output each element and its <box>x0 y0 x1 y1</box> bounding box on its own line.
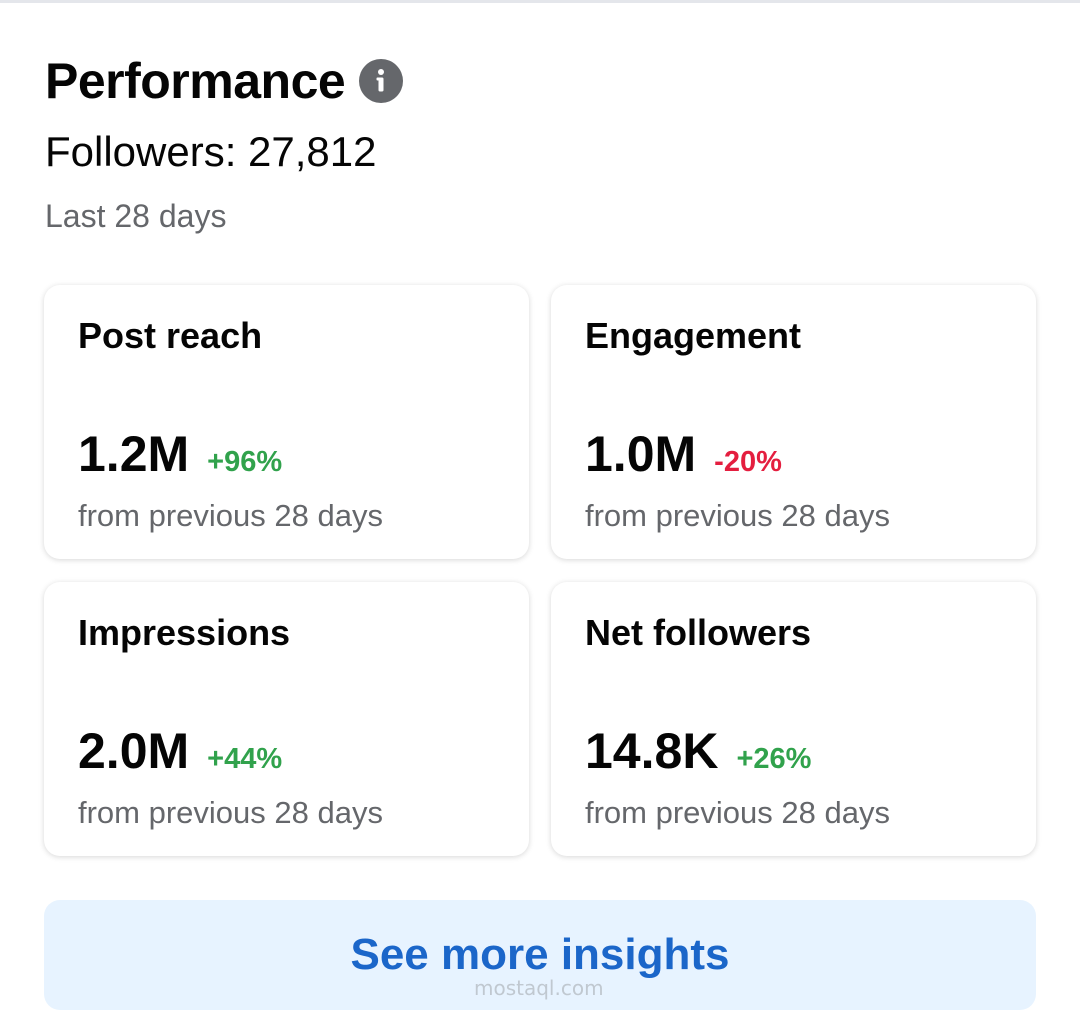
metric-card-engagement[interactable]: Engagement 1.0M -20% from previous 28 da… <box>551 285 1036 559</box>
watermark: mostaql.com <box>474 976 604 1000</box>
title-row: Performance <box>45 52 404 110</box>
page-title: Performance <box>45 53 346 109</box>
metric-card-net-followers[interactable]: Net followers 14.8K +26% from previous 2… <box>551 582 1036 856</box>
metric-change: +26% <box>736 743 812 775</box>
see-more-insights-button[interactable]: See more insights <box>44 900 1036 1010</box>
metric-title: Net followers <box>585 612 812 653</box>
metric-subtitle: from previous 28 days <box>585 498 890 533</box>
metric-value-row: 14.8K +26% <box>585 722 811 780</box>
followers-count: Followers: 27,812 <box>45 128 377 175</box>
metric-value-row: 2.0M +44% <box>78 722 282 780</box>
info-icon[interactable] <box>359 59 404 103</box>
metric-subtitle: from previous 28 days <box>78 498 383 533</box>
metric-change: -20% <box>714 446 782 478</box>
metric-value: 2.0M <box>78 723 190 779</box>
top-divider <box>0 0 1080 3</box>
metric-title: Impressions <box>78 612 291 653</box>
metric-change: +96% <box>207 446 283 478</box>
metric-value: 1.0M <box>585 426 697 482</box>
metric-subtitle: from previous 28 days <box>78 795 383 830</box>
metric-value: 14.8K <box>585 723 719 779</box>
metric-card-impressions[interactable]: Impressions 2.0M +44% from previous 28 d… <box>44 582 529 856</box>
see-more-insights-label: See more insights <box>350 930 730 979</box>
metric-subtitle: from previous 28 days <box>585 795 890 830</box>
metric-value-row: 1.2M +96% <box>78 425 282 483</box>
metric-value-row: 1.0M -20% <box>585 425 782 483</box>
metric-title: Engagement <box>585 315 802 356</box>
metric-title: Post reach <box>78 315 263 356</box>
metric-value: 1.2M <box>78 426 190 482</box>
period-label: Last 28 days <box>45 198 227 234</box>
metric-card-post-reach[interactable]: Post reach 1.2M +96% from previous 28 da… <box>44 285 529 559</box>
metric-change: +44% <box>207 743 283 775</box>
